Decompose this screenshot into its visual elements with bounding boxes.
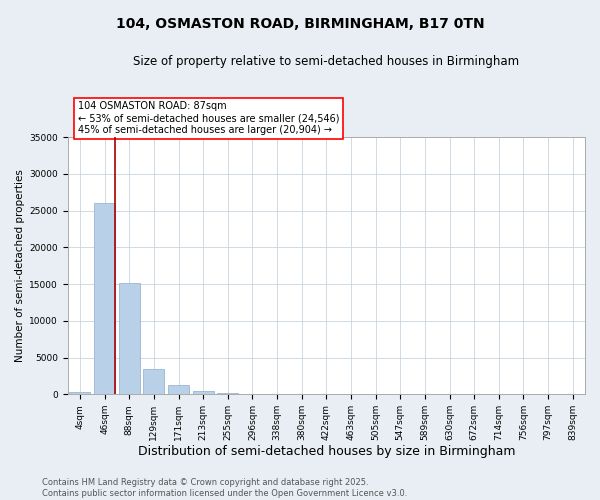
Y-axis label: Number of semi-detached properties: Number of semi-detached properties: [15, 170, 25, 362]
Bar: [119, 282, 140, 394]
Text: 104, OSMASTON ROAD, BIRMINGHAM, B17 0TN: 104, OSMASTON ROAD, BIRMINGHAM, B17 0TN: [116, 18, 484, 32]
Bar: [217, 393, 238, 394]
Bar: [168, 386, 189, 394]
Text: 104 OSMASTON ROAD: 87sqm
← 53% of semi-detached houses are smaller (24,546)
45% : 104 OSMASTON ROAD: 87sqm ← 53% of semi-d…: [78, 102, 340, 134]
Bar: [193, 392, 214, 394]
X-axis label: Distribution of semi-detached houses by size in Birmingham: Distribution of semi-detached houses by …: [137, 444, 515, 458]
Bar: [143, 368, 164, 394]
Title: Size of property relative to semi-detached houses in Birmingham: Size of property relative to semi-detach…: [133, 55, 520, 68]
Text: Contains HM Land Registry data © Crown copyright and database right 2025.
Contai: Contains HM Land Registry data © Crown c…: [42, 478, 407, 498]
Bar: [94, 204, 115, 394]
Bar: [70, 392, 91, 394]
